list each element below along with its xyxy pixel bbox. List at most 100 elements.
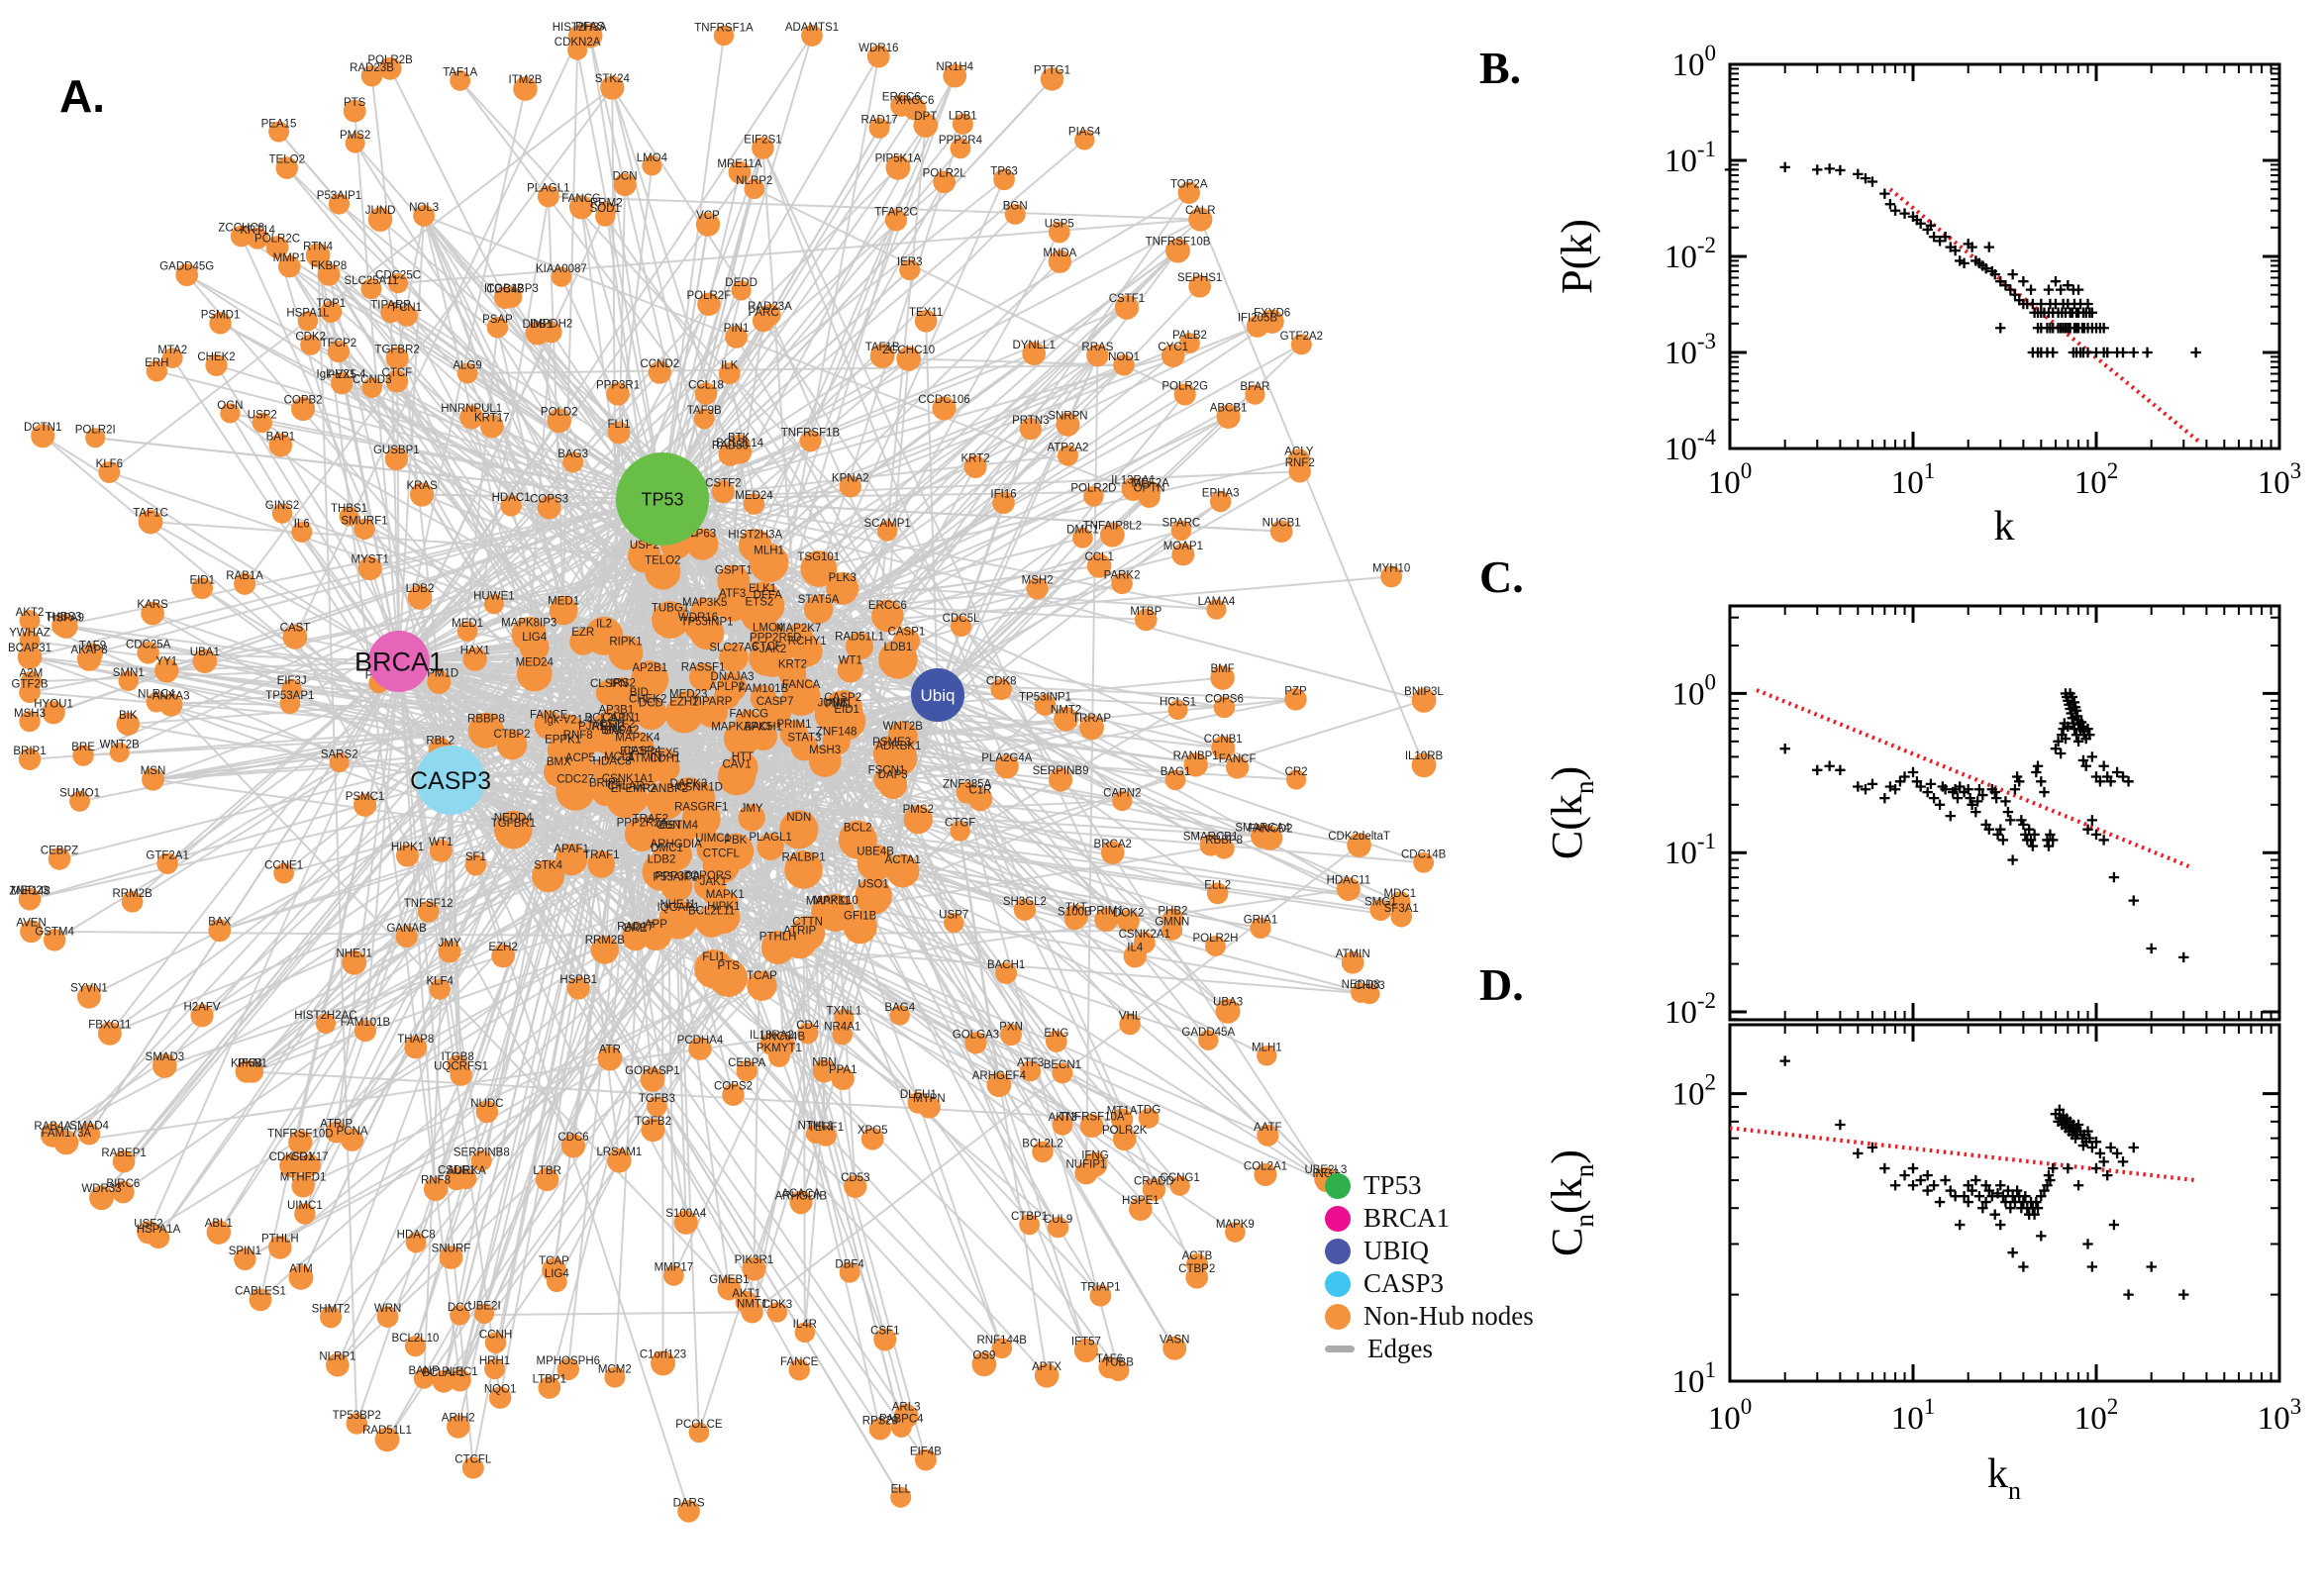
- network-node-label: CCND3: [353, 374, 392, 386]
- network-node: [1026, 577, 1049, 600]
- network-node: [1135, 608, 1158, 632]
- network-node: [137, 642, 159, 664]
- network-node: [993, 168, 1015, 191]
- network-node: [121, 890, 144, 913]
- network-node: [300, 334, 322, 355]
- network-node: [846, 632, 874, 660]
- network-node: [447, 1054, 468, 1076]
- network-node-label: BMX: [547, 756, 571, 768]
- network-node: [779, 810, 819, 849]
- network-node: [1210, 665, 1235, 690]
- network-node: [562, 451, 584, 473]
- network-node: [1347, 833, 1371, 857]
- network-node-label: FLI1: [702, 951, 725, 963]
- network-node: [797, 1023, 819, 1045]
- network-node: [1177, 181, 1200, 204]
- network-node-label: NEDD4: [494, 813, 534, 825]
- network-node: [1209, 490, 1232, 513]
- network-node: [914, 1448, 937, 1471]
- network-node-label: MSN: [141, 765, 166, 777]
- network-node-label: IL4R: [793, 1319, 817, 1331]
- network-node-label: IL2: [596, 619, 612, 631]
- network-node-label: TNFRSF10A: [1060, 1112, 1125, 1124]
- network-node-label: TOP2A: [1170, 179, 1208, 191]
- network-node: [600, 75, 625, 100]
- network-node-label: SMARCA4: [1235, 822, 1290, 834]
- network-node: [871, 599, 904, 633]
- network-node-label: CDK2: [295, 332, 326, 344]
- network-node: [794, 1322, 816, 1344]
- network-node-label: UIMC1: [695, 833, 731, 845]
- network-node-label: TGFBR1: [491, 818, 536, 830]
- network-node-label: COPB2: [284, 395, 323, 407]
- network-node: [291, 521, 313, 543]
- network-node: [1056, 412, 1080, 437]
- network-node: [1094, 907, 1119, 932]
- network-node-label: ZNF148: [816, 726, 858, 738]
- network-node: [659, 839, 692, 871]
- network-node-label: RNF8: [563, 730, 593, 742]
- network-node: [759, 1032, 784, 1056]
- network-node: [971, 1351, 997, 1377]
- network-node-label: LIG4: [522, 632, 548, 644]
- network-node: [1211, 736, 1236, 760]
- network-node-label: NEDD8: [1342, 979, 1380, 991]
- network-node: [613, 172, 637, 197]
- network-node: [1215, 998, 1241, 1024]
- network-node: [758, 696, 791, 729]
- network-node: [860, 1127, 884, 1150]
- network-node-label: KRT2: [778, 659, 807, 671]
- network-graph: TP53INP1P53AIP1TFAP2CPRIM1NHEJ1TCAPPLAGL…: [8, 21, 1447, 1523]
- network-node-label: CDK3: [762, 1299, 793, 1311]
- network-node: [513, 76, 538, 101]
- network-node-label: AURKA: [447, 1165, 486, 1177]
- network-node: [438, 940, 461, 963]
- network-node-label: DCD: [639, 698, 663, 710]
- network-node: [161, 348, 183, 368]
- network-nodes: [17, 23, 1437, 1523]
- network-node: [717, 564, 751, 598]
- network-node: [1226, 755, 1250, 779]
- network-node: [1188, 207, 1213, 232]
- network-node-label: TCAP: [747, 970, 777, 982]
- network-node-label: MCM2: [598, 1363, 632, 1375]
- network-node: [606, 382, 630, 406]
- network-node-label: CD4: [796, 1020, 820, 1032]
- network-node: [271, 503, 293, 524]
- network-node: [690, 597, 720, 628]
- network-node-label: USO1: [858, 879, 888, 891]
- network-node: [395, 925, 418, 948]
- network-node: [551, 266, 572, 287]
- network-node: [1413, 851, 1435, 873]
- network-node: [1072, 528, 1093, 549]
- network-node: [1164, 769, 1186, 791]
- network-node: [1057, 445, 1079, 466]
- network-node: [728, 160, 752, 184]
- network-node-label: PIAS4: [1068, 127, 1101, 139]
- network-node-label: GFI1B: [844, 910, 877, 922]
- network-node-label: JUND: [365, 205, 396, 217]
- network-node: [152, 1053, 177, 1078]
- network-node-label: MAPK11: [806, 895, 851, 907]
- network-node: [689, 662, 718, 691]
- network-node: [220, 403, 241, 424]
- network-node: [967, 786, 993, 812]
- network-node-label: CASP2: [824, 692, 861, 704]
- network-node: [991, 1338, 1013, 1359]
- network-node: [511, 616, 547, 652]
- network-node-label: RASSF1: [681, 661, 726, 673]
- tick-label: 101: [1672, 1357, 1717, 1400]
- network-node-label: DDB1: [522, 319, 553, 331]
- network-node: [1336, 877, 1361, 902]
- network-node-label: EIF4B: [910, 1446, 942, 1458]
- network-node-label: RRM2: [592, 722, 625, 734]
- network-node: [884, 209, 908, 232]
- network-node-label: HSPB1: [559, 974, 597, 986]
- network-node: [752, 137, 774, 159]
- network-node-label: JAK1: [700, 876, 728, 888]
- svg-text:P(k): P(k): [1553, 219, 1601, 294]
- network-node: [51, 613, 75, 638]
- network-node: [1138, 1108, 1160, 1129]
